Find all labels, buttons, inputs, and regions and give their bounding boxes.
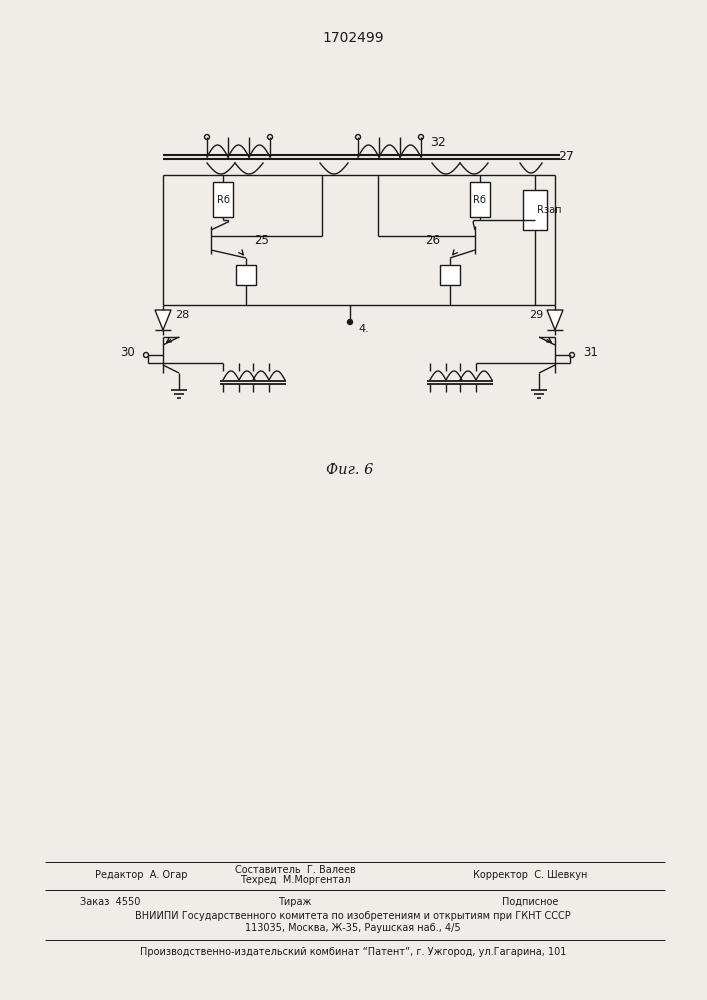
Text: Составитель  Г. Валеев: Составитель Г. Валеев [235, 865, 356, 875]
Text: 4.: 4. [358, 324, 369, 334]
Text: 27: 27 [558, 150, 574, 163]
Text: Подписное: Подписное [502, 897, 559, 907]
Text: ВНИИПИ Государственного комитета по изобретениям и открытиям при ГКНТ СССР: ВНИИПИ Государственного комитета по изоб… [135, 911, 571, 921]
Text: 30: 30 [120, 347, 135, 360]
Text: 26: 26 [425, 233, 440, 246]
Circle shape [348, 320, 353, 324]
Text: 28: 28 [175, 310, 189, 320]
Bar [213, 182, 233, 217]
Polygon shape [547, 310, 563, 330]
Text: Rб: Rб [474, 195, 486, 205]
Text: 1702499: 1702499 [322, 31, 384, 45]
Text: Тираж: Тираж [279, 897, 312, 907]
Text: 25: 25 [254, 233, 269, 246]
Text: Фиг. 6: Фиг. 6 [327, 463, 374, 477]
Text: Корректор  С. Шевкун: Корректор С. Шевкун [473, 870, 588, 880]
Text: Редактор  А. Огар: Редактор А. Огар [95, 870, 187, 880]
Bar [470, 182, 490, 217]
Polygon shape [155, 310, 171, 330]
Text: 31: 31 [583, 347, 598, 360]
Text: Rзап: Rзап [537, 205, 561, 215]
Text: Rб: Rб [216, 195, 230, 205]
Text: 32: 32 [430, 136, 445, 149]
Text: Производственно-издательский комбинат “Патент”, г. Ужгород, ул.Гагарина, 101: Производственно-издательский комбинат “П… [140, 947, 566, 957]
Text: Заказ  4550: Заказ 4550 [80, 897, 141, 907]
Text: 113035, Москва, Ж-35, Раушская наб., 4/5: 113035, Москва, Ж-35, Раушская наб., 4/5 [245, 923, 461, 933]
Bar [440, 265, 460, 285]
Text: 29: 29 [529, 310, 543, 320]
Bar [236, 265, 256, 285]
Bar [523, 190, 547, 230]
Text: Техред  М.Моргентал: Техред М.Моргентал [240, 875, 350, 885]
